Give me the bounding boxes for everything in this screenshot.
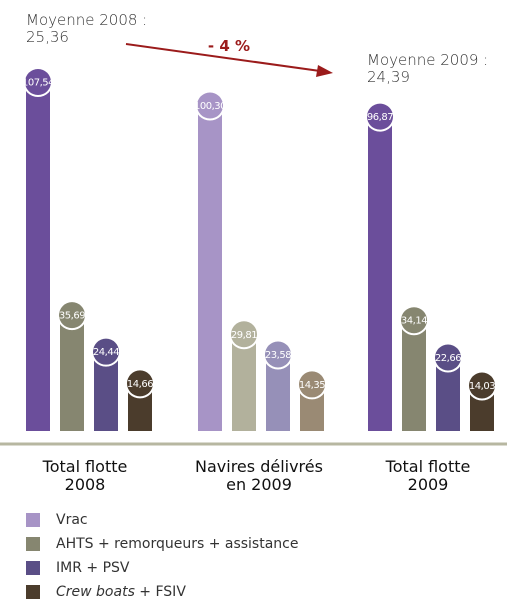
bar-vrac-1: [198, 105, 222, 431]
legend-swatch-ahts: [26, 537, 40, 551]
legend-label-crew-rest: + FSIV: [134, 584, 186, 600]
group-label-delivered-2009: Navires délivrés en 2009: [195, 457, 323, 494]
data-label-imr-1: 23,58: [265, 350, 291, 361]
data-label-vrac-1: 100,30: [194, 101, 226, 112]
bar-cap-crew-0: [127, 370, 153, 397]
change-arrow-head: [316, 65, 333, 77]
bar-cap-ahts-2: [401, 307, 427, 334]
data-label-vrac-2: 96,87: [367, 112, 393, 123]
legend-label-vrac: Vrac: [56, 512, 88, 528]
bar-cap-imr-2: [435, 344, 461, 371]
data-label-ahts-1: 29,81: [231, 330, 257, 341]
data-label-ahts-0: 35,69: [59, 311, 85, 322]
bar-cap-imr-0: [93, 338, 119, 365]
data-label-imr-2: 22,66: [435, 353, 461, 364]
bar-vrac-2: [368, 116, 392, 432]
legend-swatch-crew: [26, 585, 40, 599]
bar-cap-vrac-1: [197, 92, 223, 119]
bar-ahts-2: [402, 320, 426, 431]
avg-2009-annotation: Moyenne 2009 : 24,39: [367, 52, 488, 86]
bar-vrac-0: [26, 82, 50, 431]
avg-2009-value: 24,39: [367, 68, 410, 86]
bar-cap-imr-1: [265, 341, 291, 368]
avg-2009-title: Moyenne 2009 :: [367, 51, 489, 69]
bar-cap-vrac-2: [367, 103, 393, 130]
data-label-vrac-0: 107,54: [22, 78, 54, 89]
group-label-total-2008: Total flotte 2008: [42, 457, 128, 494]
bar-cap-crew-2: [469, 372, 495, 399]
avg-2008-annotation: Moyenne 2008 : 25,36: [26, 12, 147, 46]
avg-2008-value: 25,36: [26, 28, 69, 46]
bar-cap-ahts-1: [231, 321, 257, 348]
change-label: - 4 %: [208, 37, 250, 55]
bar-ahts-0: [60, 315, 84, 431]
data-label-crew-2: 14,03: [469, 381, 495, 392]
legend-label-ahts: AHTS + remorqueurs + assistance: [56, 536, 299, 552]
data-label-ahts-2: 34,14: [401, 316, 427, 327]
legend-label-crew: Crew boats + FSIV: [56, 580, 186, 604]
legend-swatch-vrac: [26, 513, 40, 527]
change-arrow-line: [125, 43, 321, 72]
bar-chart: 107,54 100,30 96,87 35,69 29,81 34,14 24,44 23,…: [0, 37, 507, 446]
group-label-total-2009: Total flotte 2009: [385, 457, 471, 494]
legend-label-imr: IMR + PSV: [56, 560, 130, 576]
legend-swatch-imr: [26, 561, 40, 575]
bar-cap-ahts-0: [59, 302, 85, 329]
data-label-imr-0: 24,44: [93, 347, 119, 358]
bar-cap-vrac-0: [25, 69, 51, 95]
legend-label-crew-italic: Crew boats: [56, 584, 135, 600]
data-label-crew-0: 14,66: [127, 379, 153, 390]
bar-cap-crew-1: [299, 371, 325, 398]
avg-2008-title: Moyenne 2008 :: [26, 11, 148, 29]
data-label-crew-1: 14,35: [299, 380, 325, 391]
bar-ahts-1: [232, 334, 256, 431]
